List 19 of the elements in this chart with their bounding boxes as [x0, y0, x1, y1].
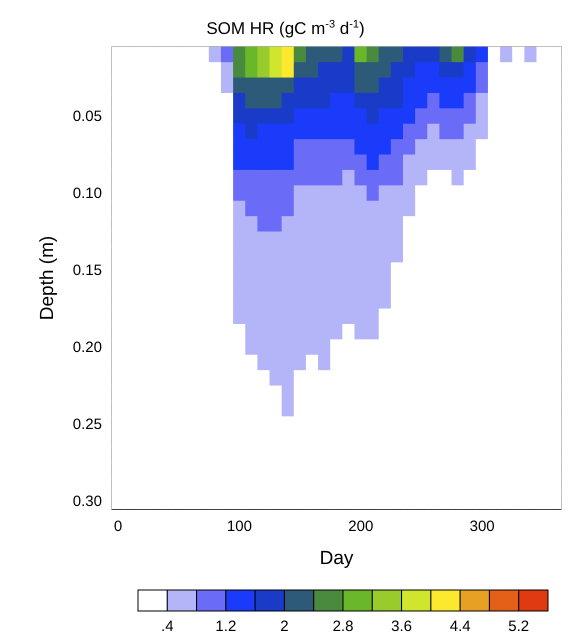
x-tick-label: 200 [348, 518, 374, 535]
y-tick-label: 0.15 [72, 262, 102, 279]
y-tick-label: 0.20 [72, 338, 102, 356]
color-bar-label: 2.8 [332, 618, 354, 635]
color-bar-label: 3.6 [391, 618, 412, 635]
color-bar-label: 4.4 [450, 618, 471, 635]
x-tick-label: 300 [470, 518, 495, 535]
y-axis-title: Depth (m) [37, 236, 58, 320]
color-bar-label: .4 [161, 618, 174, 635]
x-tick-label: 0 [114, 518, 122, 535]
color-bar-label: 5.2 [508, 618, 530, 635]
y-tick-label: 0.10 [72, 184, 102, 202]
color-bar-label: 1.2 [215, 618, 236, 635]
color-bar-label: 2 [280, 618, 289, 635]
y-tick-label: 0.30 [72, 492, 102, 510]
x-axis-title: Day [320, 548, 354, 569]
x-tick-label: 100 [226, 518, 252, 535]
y-tick-label: 0.25 [72, 416, 102, 433]
y-tick-label: 0.05 [72, 108, 102, 125]
